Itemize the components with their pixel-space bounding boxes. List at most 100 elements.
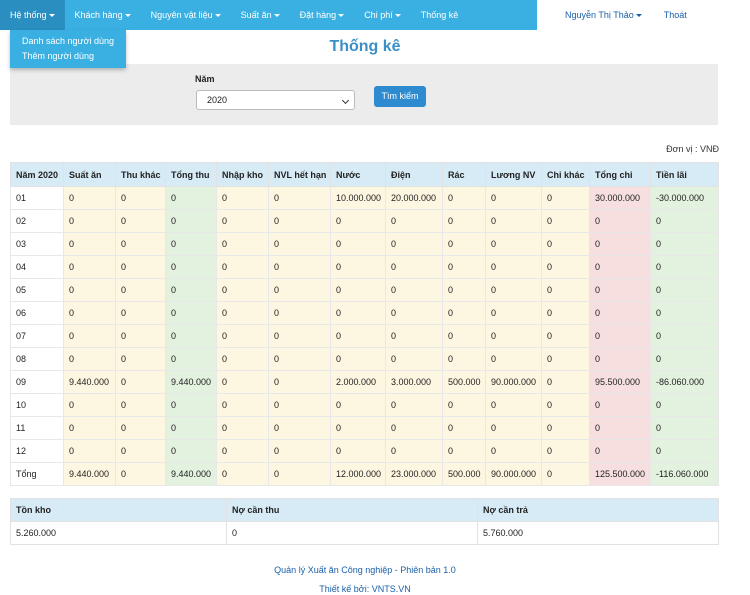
table-cell: -86.060.000 (650, 370, 719, 394)
table-cell: 06 (10, 301, 64, 325)
table-cell: 0 (330, 278, 386, 302)
dropdown-item-user-list[interactable]: Danh sách người dùng (22, 36, 114, 46)
table-cell: 0 (63, 347, 116, 371)
table-cell: 0 (385, 232, 443, 256)
table-cell: Tổng (10, 462, 64, 486)
table-cell: 0 (541, 186, 590, 210)
column-header: Điện (385, 162, 443, 187)
table-cell: 0 (385, 324, 443, 348)
table-cell: 07 (10, 324, 64, 348)
table-cell: 0 (650, 301, 719, 325)
table-cell: 0 (485, 324, 542, 348)
table-cell: 0 (115, 347, 166, 371)
column-header: Tiền lãi (650, 162, 719, 187)
table-cell: 0 (63, 416, 116, 440)
summary-table: Tồn kho Nợ cần thu Nợ cần trả 5.260.000 … (10, 498, 719, 545)
table-cell: 0 (589, 255, 651, 279)
nav-user-area: Nguyễn Thị Thảo Thoát (537, 0, 750, 30)
table-row: 05 0 0 0 0 0 0 0 0 0 0 0 0 (10, 278, 719, 302)
table-cell: 0 (485, 278, 542, 302)
table-cell: 3.000.000 (385, 370, 443, 394)
chevron-down-icon (341, 96, 350, 105)
summary-header-ton-kho: Tồn kho (10, 498, 227, 522)
table-cell: 0 (330, 255, 386, 279)
nav-item-thong-ke[interactable]: Thống kê (420, 10, 459, 20)
column-header: Nước (330, 162, 386, 187)
table-cell: 0 (63, 255, 116, 279)
table-cell: 0 (589, 209, 651, 233)
table-cell: 0 (485, 255, 542, 279)
search-button[interactable]: Tìm kiếm (374, 86, 426, 107)
table-cell: 0 (216, 439, 269, 463)
caret-down-icon (273, 14, 280, 18)
year-select[interactable]: 2020 (196, 90, 355, 110)
table-cell: 0 (115, 209, 166, 233)
table-cell: 0 (63, 232, 116, 256)
table-cell: 0 (165, 393, 217, 417)
table-cell: 0 (115, 232, 166, 256)
table-cell: 0 (268, 439, 331, 463)
table-cell: 0 (650, 324, 719, 348)
table-cell: 95.500.000 (589, 370, 651, 394)
table-cell: 0 (165, 439, 217, 463)
table-cell: 0 (268, 232, 331, 256)
summary-no-can-tra-value: 5.760.000 (477, 521, 719, 545)
table-cell: 0 (115, 255, 166, 279)
table-cell: 0 (385, 255, 443, 279)
table-cell: 0 (165, 416, 217, 440)
table-cell: 0 (485, 186, 542, 210)
table-cell: 0 (541, 255, 590, 279)
summary-header-row: Tồn kho Nợ cần thu Nợ cần trả (10, 498, 719, 522)
table-cell: 0 (589, 278, 651, 302)
table-row: 06 0 0 0 0 0 0 0 0 0 0 0 0 (10, 301, 719, 325)
table-cell: 0 (216, 301, 269, 325)
table-cell: 12.000.000 (330, 462, 386, 486)
nav-item-chi-phi[interactable]: Chi phí (354, 0, 411, 30)
year-label: Năm (195, 74, 215, 84)
column-header: Lương NV (485, 162, 542, 187)
navbar: Hệ thống Khách hàng Nguyên vật liệu Suất… (0, 0, 750, 30)
table-cell: 0 (541, 439, 590, 463)
table-cell: 0 (650, 255, 719, 279)
column-header: Tổng chi (589, 162, 651, 187)
nav-item-khach-hang[interactable]: Khách hàng (65, 0, 141, 30)
table-cell: 0 (165, 255, 217, 279)
statistics-table: Năm 2020 Suất ăn Thu khác Tổng thu Nhập kho N… (10, 162, 719, 486)
table-cell: 0 (541, 370, 590, 394)
column-header: Chi khác (541, 162, 590, 187)
logout-link[interactable]: Thoát (663, 10, 687, 20)
table-cell: 0 (541, 416, 590, 440)
summary-header-no-can-tra: Nợ cần trả (477, 498, 719, 522)
table-cell: 0 (115, 370, 166, 394)
table-cell: 0 (485, 232, 542, 256)
table-cell: 02 (10, 209, 64, 233)
column-header: Thu khác (115, 162, 166, 187)
table-cell: 08 (10, 347, 64, 371)
user-menu[interactable]: Nguyễn Thị Thảo (555, 0, 652, 30)
summary-header-no-can-thu: Nợ cần thu (226, 498, 478, 522)
nav-item-nguyen-vat-lieu[interactable]: Nguyên vật liệu (141, 0, 231, 30)
table-cell: 0 (650, 439, 719, 463)
table-cell: 0 (330, 324, 386, 348)
table-cell: 0 (385, 347, 443, 371)
table-cell: 0 (268, 324, 331, 348)
table-cell: 0 (485, 209, 542, 233)
nav-item-he-thong[interactable]: Hệ thống (0, 0, 65, 30)
table-cell: 0 (650, 416, 719, 440)
table-cell: 0 (268, 278, 331, 302)
table-cell: 01 (10, 186, 64, 210)
summary-ton-kho-value: 5.260.000 (10, 521, 227, 545)
table-cell: 0 (385, 301, 443, 325)
nav-item-dat-hang[interactable]: Đặt hàng (290, 0, 355, 30)
nav-menu: Hệ thống Khách hàng Nguyên vật liệu Suất… (0, 0, 537, 30)
table-cell: 03 (10, 232, 64, 256)
caret-down-icon (124, 14, 131, 18)
table-cell: 0 (385, 209, 443, 233)
dropdown-item-add-user[interactable]: Thêm người dùng (22, 51, 94, 61)
table-cell: 0 (589, 439, 651, 463)
table-row: 11 0 0 0 0 0 0 0 0 0 0 0 0 (10, 416, 719, 440)
footer-version: Quản lý Xuất ăn Công nghiệp - Phiên bản … (274, 565, 456, 575)
table-cell: 05 (10, 278, 64, 302)
table-cell: 0 (442, 301, 486, 325)
nav-item-suat-an[interactable]: Suất ăn (231, 0, 290, 30)
